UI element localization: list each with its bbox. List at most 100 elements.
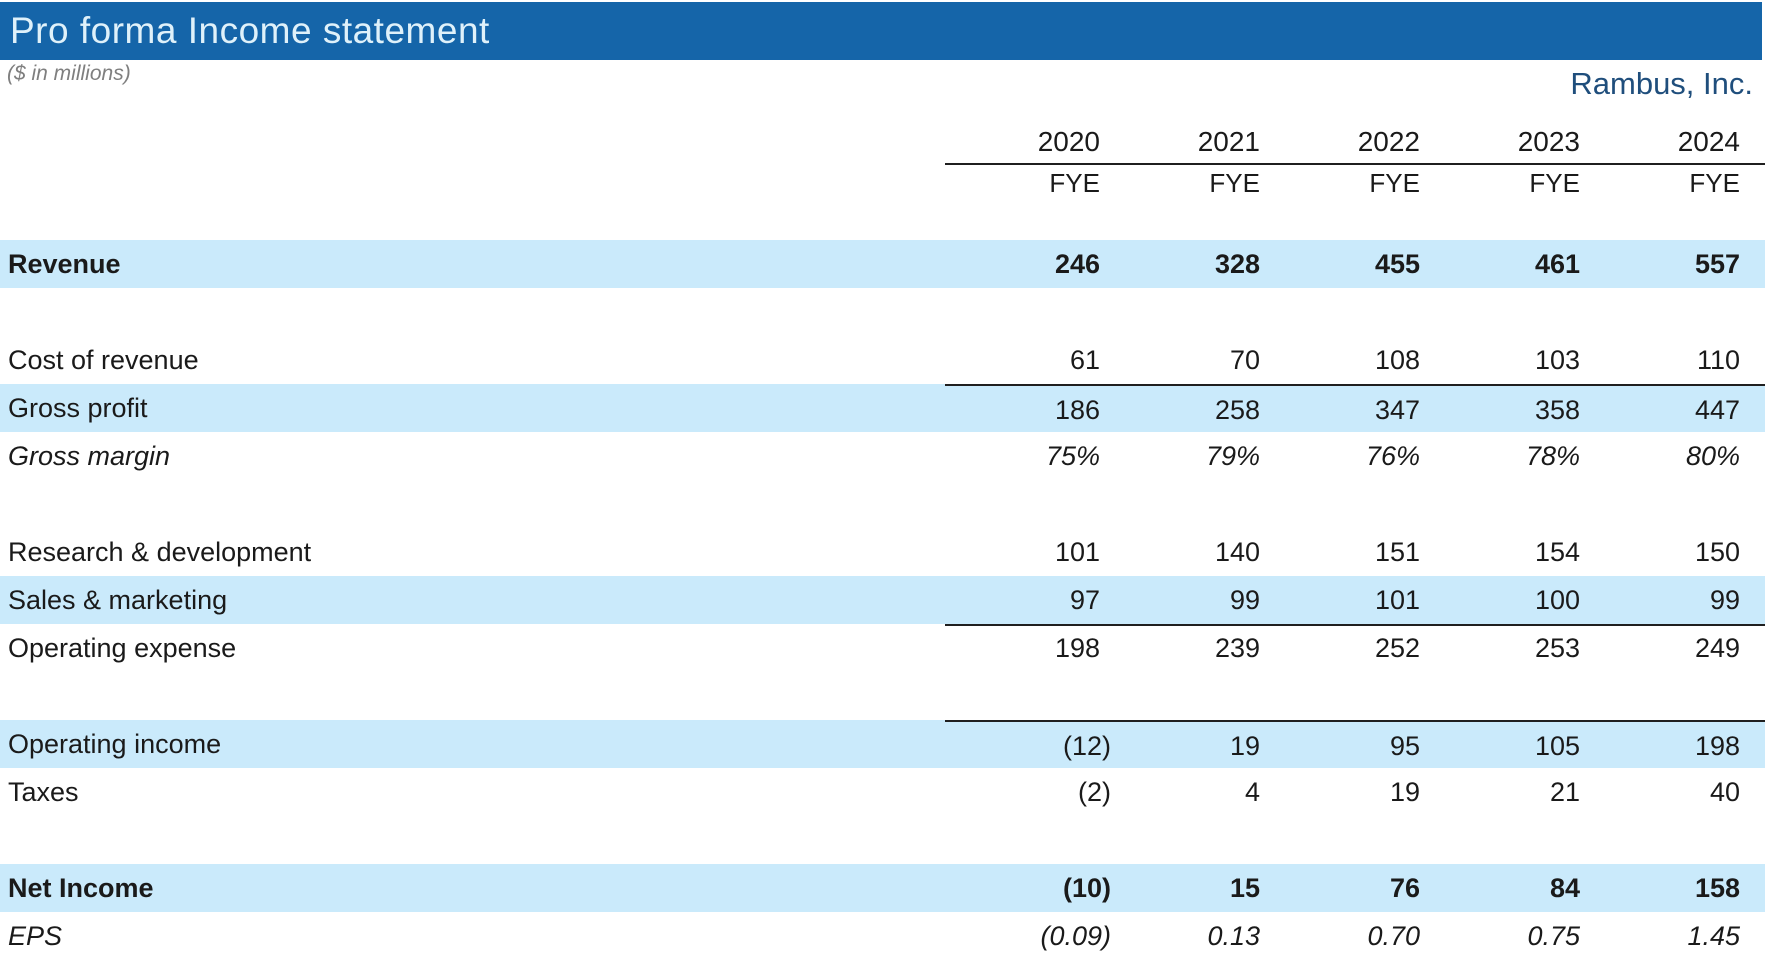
- value-cell: 140: [1214, 537, 1260, 567]
- table-row: Net Income (10) 15 76 84 158: [0, 864, 1765, 912]
- value-cell: 2021: [1197, 126, 1260, 157]
- row-values: 97 99 101 100 99: [945, 576, 1765, 626]
- row-label: Operating income: [8, 729, 222, 759]
- value-cell: [1265, 288, 1425, 336]
- right-margin: [1745, 480, 1765, 528]
- row-values: [945, 203, 1765, 240]
- value-cell: FYE: [1529, 168, 1580, 198]
- value-cell: 249: [1694, 633, 1740, 663]
- row-values: (10) 15 76 84 158: [945, 864, 1765, 912]
- value-cell: (0.09): [1040, 921, 1111, 951]
- value-cell: 108: [1374, 345, 1420, 375]
- table-row: EPS (0.09) 0.13 0.70 0.75 1.45: [0, 912, 1765, 960]
- right-margin: [1745, 576, 1765, 624]
- value-cell: [1585, 672, 1745, 720]
- row-label: Net Income: [8, 873, 154, 903]
- value-cell: 328: [1214, 249, 1260, 279]
- value-cell: 4: [1244, 777, 1260, 807]
- table-row: Cost of revenue 61 70 108 103 110: [0, 336, 1765, 384]
- value-cell: 95: [1389, 731, 1420, 761]
- row-label: Gross profit: [8, 393, 148, 423]
- value-cell: 2023: [1517, 126, 1580, 157]
- right-margin: [1745, 722, 1765, 770]
- spacer-row: [0, 203, 1765, 240]
- right-margin: [1745, 432, 1765, 480]
- value-cell: [1265, 672, 1425, 720]
- table-row: Taxes (2) 4 19 21 40: [0, 768, 1765, 816]
- row-values: 61 70 108 103 110: [945, 336, 1765, 384]
- title-bar: Pro forma Income statement: [0, 2, 1762, 60]
- row-label: EPS: [8, 921, 63, 951]
- row-label: Sales & marketing: [8, 585, 228, 615]
- row-values: (2) 4 19 21 40: [945, 768, 1765, 816]
- row-label: [0, 816, 945, 864]
- income-statement-table: 2020 2021 2022 2023 2024 FYE FYE FYE FYE FYE Reven…: [0, 121, 1765, 960]
- value-cell: 253: [1534, 633, 1580, 663]
- value-cell: 358: [1534, 395, 1580, 425]
- value-cell: 2020: [1037, 126, 1100, 157]
- value-cell: [945, 816, 1105, 864]
- value-cell: [1265, 816, 1425, 864]
- value-cell: FYE: [1209, 168, 1260, 198]
- spacer-row: [0, 672, 1765, 720]
- row-values: FYE FYE FYE FYE FYE: [945, 163, 1765, 203]
- value-cell: 76%: [1365, 441, 1420, 471]
- row-values: (12) 19 95 105 198: [945, 720, 1765, 770]
- value-cell: 0.70: [1367, 921, 1420, 951]
- row-values: 2020 2021 2022 2023 2024: [945, 121, 1765, 165]
- company-name: Rambus, Inc.: [1570, 66, 1753, 101]
- row-label: Cost of revenue: [8, 345, 199, 375]
- right-margin: [1745, 336, 1765, 384]
- value-cell: 455: [1374, 249, 1420, 279]
- value-cell: 99: [1229, 585, 1260, 615]
- right-margin: [1745, 288, 1765, 336]
- value-cell: 154: [1534, 537, 1580, 567]
- row-values: [945, 480, 1765, 528]
- value-cell: FYE: [1369, 168, 1420, 198]
- value-cell: [1105, 672, 1265, 720]
- row-label: [0, 203, 945, 240]
- value-cell: 15: [1229, 873, 1260, 903]
- value-cell: [1425, 480, 1585, 528]
- row-values: [945, 816, 1765, 864]
- value-cell: 347: [1374, 395, 1420, 425]
- table-row: Gross margin 75% 79% 76% 78% 80%: [0, 432, 1765, 480]
- right-margin: [1745, 121, 1765, 163]
- right-margin: [1745, 240, 1765, 288]
- value-cell: (12): [1062, 731, 1111, 761]
- right-margin: [1745, 912, 1765, 960]
- row-label: [0, 480, 945, 528]
- row-label: [0, 288, 945, 336]
- value-cell: 2024: [1677, 126, 1740, 157]
- table-row: Gross profit 186 258 347 358 447: [0, 384, 1765, 432]
- value-cell: [1265, 480, 1425, 528]
- value-cell: 103: [1534, 345, 1580, 375]
- right-margin: [1745, 864, 1765, 912]
- value-cell: 99: [1709, 585, 1740, 615]
- value-cell: 1.45: [1687, 921, 1740, 951]
- value-cell: [1585, 480, 1745, 528]
- row-label: Taxes: [8, 777, 79, 807]
- value-cell: 158: [1694, 873, 1740, 903]
- value-cell: 0.13: [1207, 921, 1260, 951]
- value-cell: [1105, 816, 1265, 864]
- table-row: Revenue 246 328 455 461 557: [0, 240, 1765, 288]
- value-cell: 2022: [1357, 126, 1420, 157]
- right-margin: [1745, 386, 1765, 434]
- value-cell: 61: [1069, 345, 1100, 375]
- right-margin: [1745, 672, 1765, 720]
- table-row: Sales & marketing 97 99 101 100 99: [0, 576, 1765, 626]
- right-margin: [1745, 816, 1765, 864]
- row-label: Revenue: [8, 249, 121, 279]
- page-title: Pro forma Income statement: [10, 10, 490, 51]
- row-label: [0, 672, 945, 720]
- row-values: 198 239 252 253 249: [945, 624, 1765, 672]
- value-cell: 19: [1389, 777, 1420, 807]
- value-cell: 0.75: [1527, 921, 1580, 951]
- value-cell: 19: [1229, 731, 1260, 761]
- value-cell: 198: [1054, 633, 1100, 663]
- row-values: 101 140 151 154 150: [945, 528, 1765, 576]
- value-cell: [945, 672, 1105, 720]
- right-margin: [1745, 163, 1765, 203]
- units-note: ($ in millions): [7, 62, 131, 85]
